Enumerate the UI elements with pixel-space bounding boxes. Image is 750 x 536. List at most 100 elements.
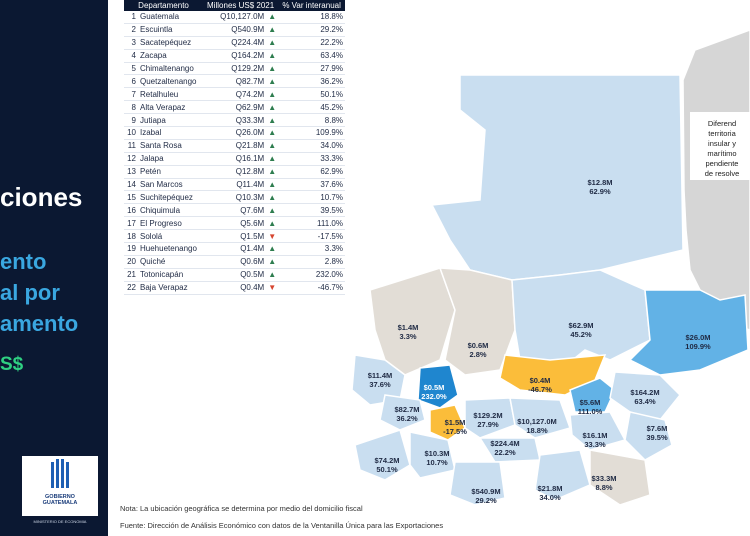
row-pct: 50.1%: [278, 87, 345, 102]
map-label-pct: 22.2%: [494, 448, 516, 457]
disputed-note-line: territoria: [708, 129, 736, 138]
map-label-pct: 27.9%: [477, 420, 499, 429]
map-label-pct: 34.0%: [539, 493, 561, 502]
map-label-value: $0.6M: [468, 341, 489, 350]
map-label-value: $12.8M: [587, 178, 612, 187]
row-rank: 21: [124, 268, 138, 282]
map-label-pct: 37.6%: [369, 380, 391, 389]
row-value: Q10.3M: [203, 190, 267, 205]
row-department: Zacapa: [138, 49, 204, 63]
row-value: Q82.7M: [203, 74, 267, 89]
trend-up-icon: ▲: [266, 203, 279, 218]
row-department: Jutiapa: [138, 113, 204, 128]
region-izabal: [628, 289, 749, 376]
row-department: Chimaltenango: [138, 62, 204, 76]
row-department: Baja Verapaz: [138, 281, 204, 295]
row-value: Q26.0M: [203, 126, 267, 140]
disputed-note-line: pendiente: [706, 159, 739, 168]
region-alta-verapaz: [511, 269, 651, 371]
row-pct: 22.2%: [278, 36, 345, 50]
panel-subtitle: ento al por amento: [0, 246, 78, 339]
trend-down-icon: ▼: [266, 229, 279, 244]
row-department: San Marcos: [138, 178, 204, 192]
footer-source: Fuente: Dirección de Análisis Económico …: [120, 521, 444, 530]
table-row: 1 Guatemala Q10,127.0M ▲ 18.8%: [124, 11, 345, 24]
row-department: Huehuetenango: [138, 242, 204, 256]
row-department: Jalapa: [138, 152, 204, 166]
currency-label: S$: [0, 354, 24, 375]
row-value: Q1.4M: [203, 242, 267, 256]
row-value: Q21.8M: [203, 139, 267, 153]
region-chiquimula: [624, 411, 673, 461]
row-value: Q129.2M: [203, 62, 267, 76]
row-rank: 2: [124, 23, 138, 37]
row-rank: 14: [124, 178, 138, 192]
row-rank: 13: [124, 165, 138, 179]
trend-up-icon: ▲: [266, 113, 279, 128]
map-label-pct: 45.2%: [570, 330, 592, 339]
disputed-note-line: Diferend: [708, 119, 736, 128]
map-label-value: $540.9M: [471, 487, 500, 496]
table-row: 15 Suchitepéquez Q10.3M ▲ 10.7%: [124, 190, 345, 205]
row-department: El Progreso: [138, 216, 204, 231]
row-department: Alta Verapaz: [138, 100, 204, 115]
map-label-value: $62.9M: [568, 321, 593, 330]
row-department: Totonicapán: [138, 268, 204, 282]
row-pct: 109.9%: [278, 126, 345, 140]
table-row: 9 Jutiapa Q33.3M ▲ 8.8%: [124, 113, 345, 128]
table-row: 20 Quiché Q0.6M ▲ 2.8%: [124, 255, 345, 269]
row-rank: 20: [124, 255, 138, 269]
map-label-pct: 232.0%: [421, 392, 447, 401]
row-pct: 29.2%: [278, 23, 345, 37]
trend-up-icon: ▲: [266, 190, 279, 205]
region-chimaltenango: [464, 397, 516, 439]
row-rank: 18: [124, 229, 138, 244]
row-pct: 2.8%: [278, 255, 345, 269]
map-label-value: $26.0M: [685, 333, 710, 342]
header-pct: % Var interanual: [278, 0, 345, 11]
disputed-note-line: insular y: [708, 139, 736, 148]
trend-up-icon: ▲: [266, 242, 279, 256]
map-label-value: $11.4M: [368, 371, 393, 380]
table-row: 12 Jalapa Q16.1M ▲ 33.3%: [124, 152, 345, 166]
disputed-note-line: de resolve: [705, 169, 740, 178]
row-pct: 45.2%: [278, 100, 345, 115]
row-department: Izabal: [138, 126, 204, 140]
row-department: Sololá: [138, 229, 204, 244]
row-pct: 232.0%: [278, 268, 345, 282]
logo-line2: GUATEMALA: [42, 500, 78, 506]
row-pct: 8.8%: [278, 113, 345, 128]
table-row: 4 Zacapa Q164.2M ▲ 63.4%: [124, 49, 345, 63]
row-pct: 34.0%: [278, 139, 345, 153]
header-department: Departamento: [124, 0, 204, 11]
table-row: 13 Petén Q12.8M ▲ 62.9%: [124, 165, 345, 179]
map-label-value: $0.4M: [530, 376, 551, 385]
region-escuintla: [449, 461, 506, 506]
table-header-row: Departamento Millones US$ 2021 % Var int…: [124, 0, 345, 11]
map-label-pct: 39.5%: [646, 433, 668, 442]
row-value: Q7.6M: [203, 203, 267, 218]
panel-subtitle-line: al por: [0, 280, 60, 305]
map-label-pct: 3.3%: [399, 332, 416, 341]
table-row: 2 Escuintla Q540.9M ▲ 29.2%: [124, 23, 345, 37]
row-value: Q16.1M: [203, 152, 267, 166]
table-row: 18 Sololá Q1.5M ▼ -17.5%: [124, 229, 345, 244]
map-label-pct: 18.8%: [526, 426, 548, 435]
region-peten: [430, 74, 684, 281]
row-rank: 9: [124, 113, 138, 128]
table-row: 16 Chiquimula Q7.6M ▲ 39.5%: [124, 203, 345, 218]
row-rank: 4: [124, 49, 138, 63]
trend-up-icon: ▲: [266, 74, 279, 89]
row-pct: 33.3%: [278, 152, 345, 166]
map-label-value: $10,127.0M: [517, 417, 557, 426]
row-value: Q74.2M: [203, 87, 267, 102]
map-label-value: $7.6M: [647, 424, 668, 433]
row-department: Petén: [138, 165, 204, 179]
table-row: 17 El Progreso Q5.6M ▲ 111.0%: [124, 216, 345, 231]
row-department: Sacatepéquez: [138, 36, 204, 50]
panel-title: ciones: [0, 182, 83, 212]
table-row: 5 Chimaltenango Q129.2M ▲ 27.9%: [124, 62, 345, 76]
footer-note: Nota: La ubicación geográfica se determi…: [120, 504, 363, 513]
trend-up-icon: ▲: [266, 216, 279, 231]
